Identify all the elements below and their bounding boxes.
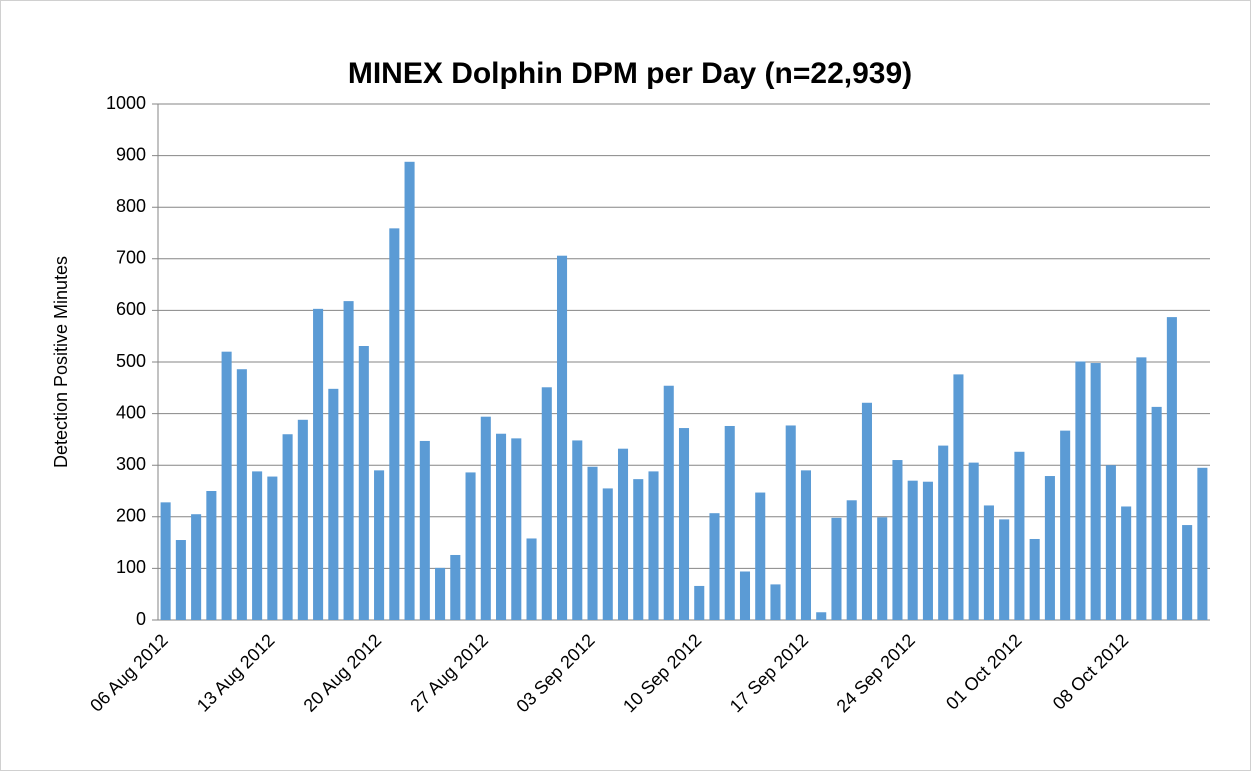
bar: [556, 255, 568, 621]
bar: [709, 513, 720, 620]
bar: [282, 434, 293, 620]
bar: [343, 301, 354, 620]
bar: [739, 571, 751, 620]
bar: [419, 440, 430, 620]
bar: [374, 470, 385, 620]
bar: [678, 428, 690, 620]
chart-title: MINEX Dolphin DPM per Day (n=22,939): [348, 57, 912, 90]
y-tick-label: 700: [116, 248, 146, 268]
bar: [938, 445, 949, 620]
bar: [1197, 467, 1208, 620]
bar: [587, 466, 598, 620]
bar: [389, 228, 400, 620]
bar: [358, 346, 369, 620]
bar: [846, 500, 857, 620]
bar: [297, 419, 308, 620]
y-tick-label: 800: [116, 196, 146, 216]
bar: [160, 502, 171, 620]
bar: [206, 491, 217, 620]
bar: [633, 479, 644, 620]
bar: [450, 554, 461, 620]
bar: [1105, 465, 1116, 620]
bar: [816, 612, 827, 620]
bar: [755, 492, 766, 620]
bar: [663, 385, 674, 620]
bar: [572, 440, 583, 620]
y-tick-label: 100: [116, 557, 146, 577]
bar: [1044, 476, 1055, 620]
bar: [1166, 317, 1177, 620]
bar: [968, 462, 979, 620]
y-axis-label: Detection Positive Minutes: [51, 256, 71, 468]
bar: [1090, 363, 1101, 620]
bar: [465, 472, 476, 620]
bar: [175, 540, 186, 620]
y-tick-label: 500: [116, 351, 146, 371]
y-tick-label: 300: [116, 454, 146, 474]
bar: [1182, 525, 1193, 620]
y-tick-label: 900: [116, 144, 146, 164]
bar: [785, 425, 796, 620]
bar: [907, 480, 918, 620]
bar: [602, 488, 613, 620]
bar: [252, 471, 263, 620]
bar: [526, 538, 537, 620]
bar: [922, 481, 933, 620]
y-tick-label: 200: [116, 506, 146, 526]
bar: [511, 438, 522, 620]
y-tick-label: 1000: [106, 93, 146, 113]
bar: [892, 460, 903, 620]
y-tick-label: 400: [116, 402, 146, 422]
bar: [191, 514, 202, 620]
bar: [1136, 357, 1147, 620]
bar: [1075, 361, 1086, 620]
bar: [1121, 506, 1132, 620]
bar: [480, 416, 491, 620]
bar: [800, 470, 812, 620]
bar: [861, 402, 872, 620]
bar: [831, 517, 842, 620]
bar: [541, 387, 552, 620]
bar: [999, 519, 1010, 620]
bar: [328, 388, 339, 620]
bar: [694, 585, 705, 620]
bar: [1014, 451, 1025, 620]
bar: [648, 471, 659, 620]
bar: [435, 567, 446, 620]
y-tick-label: 0: [136, 609, 146, 629]
bar: [953, 374, 964, 620]
bar: [496, 433, 507, 620]
bar: [1060, 430, 1071, 620]
bar: [236, 369, 247, 620]
y-tick-label: 600: [116, 299, 146, 319]
bar: [267, 476, 278, 620]
bar: [877, 517, 888, 620]
bar: [1151, 406, 1162, 620]
bar: [617, 448, 629, 620]
bar: [404, 161, 415, 621]
bar: [1029, 538, 1040, 620]
bar: [983, 505, 994, 620]
bar: [221, 351, 232, 620]
bar: [724, 425, 735, 620]
bar: [770, 584, 781, 620]
bar: [313, 308, 324, 620]
